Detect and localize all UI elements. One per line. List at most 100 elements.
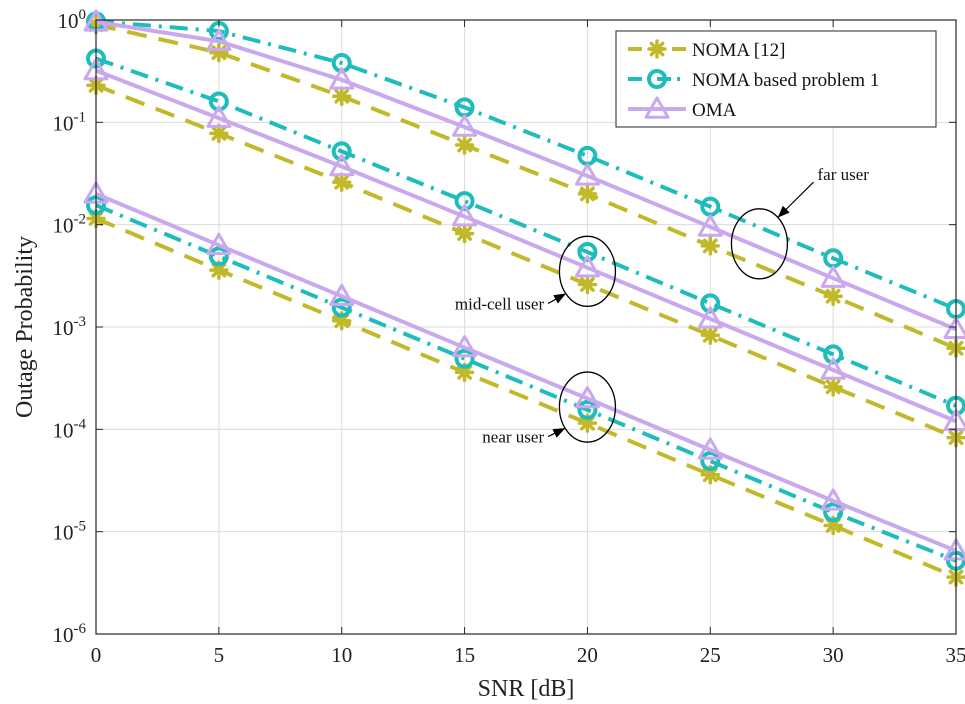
- annotation-ellipse: [558, 371, 617, 443]
- legend: NOMA [12] NOMA based problem 1 OMA: [615, 30, 937, 128]
- legend-entry-1: NOMA based problem 1: [628, 69, 879, 91]
- x-tick-label: 10: [331, 643, 352, 667]
- asterisk-marker: [331, 172, 352, 192]
- x-tick-label: 15: [454, 643, 475, 667]
- y-tick-exponent: -4: [74, 416, 87, 432]
- y-tick-exponent: -3: [74, 314, 87, 330]
- annotation-2: near user: [482, 371, 617, 447]
- circle-marker: [577, 242, 598, 263]
- series-line: [95, 22, 957, 351]
- y-tick-exponent: -2: [74, 212, 87, 228]
- y-tick-label: 100: [58, 7, 87, 33]
- triangle-marker: [329, 154, 355, 177]
- legend-label: NOMA [12]: [692, 40, 785, 61]
- circle-marker: [647, 69, 667, 89]
- series-line: [95, 203, 957, 563]
- asterisk-stroke: [702, 238, 718, 254]
- triangle-marker: [697, 306, 723, 329]
- series-far-asterisk: [86, 14, 965, 358]
- y-tick-exponent: -5: [74, 519, 87, 535]
- asterisk-stroke: [334, 313, 350, 329]
- series-group: [83, 9, 965, 587]
- annotation-arrow: [547, 293, 567, 304]
- annotation-label: mid-cell user: [455, 294, 545, 313]
- asterisk-stroke: [580, 186, 595, 202]
- asterisk-stroke: [334, 174, 350, 190]
- x-axis-label: SNR [dB]: [478, 676, 575, 702]
- asterisk-stroke: [580, 277, 595, 292]
- asterisk-stroke: [457, 226, 472, 241]
- asterisk-marker: [454, 223, 475, 244]
- y-tick-base: 10: [53, 521, 74, 545]
- triangle-marker: [452, 114, 478, 137]
- asterisk-stroke: [211, 125, 227, 141]
- asterisk-stroke: [457, 364, 472, 380]
- series-line: [95, 216, 957, 579]
- x-tick-label: 30: [823, 643, 844, 667]
- asterisk-marker: [209, 42, 229, 63]
- y-tick-label: 10-4: [53, 416, 87, 442]
- circle-marker: [577, 399, 598, 420]
- series-near-circle: [86, 195, 965, 571]
- annotation-0: far user: [730, 165, 869, 280]
- series-line: [95, 83, 957, 440]
- series-line: [95, 68, 957, 424]
- x-tick-label: 0: [91, 643, 102, 667]
- circle-marker: [331, 297, 352, 318]
- triangle-marker: [206, 105, 232, 128]
- circle-marker: [700, 293, 721, 314]
- y-tick-base: 10: [53, 316, 74, 340]
- y-tick-exponent: -6: [74, 621, 87, 637]
- y-tick-label: 10-5: [53, 519, 87, 545]
- triangle-marker: [574, 163, 600, 186]
- triangle-marker: [452, 335, 478, 358]
- y-tick-base: 10: [53, 623, 74, 647]
- asterisk-stroke: [649, 41, 665, 57]
- y-tick-label: 10-3: [53, 314, 87, 340]
- triangle-marker: [329, 67, 355, 90]
- annotation-ellipse: [730, 208, 789, 280]
- triangle-marker: [644, 96, 670, 119]
- asterisk-stroke: [211, 262, 227, 278]
- triangle-marker: [820, 265, 846, 288]
- asterisk-marker: [700, 325, 721, 346]
- y-tick-label: 10-6: [53, 621, 87, 647]
- y-tick-label: 10-1: [53, 109, 87, 135]
- asterisk-stroke: [702, 327, 718, 343]
- annotation-1: mid-cell user: [455, 235, 617, 313]
- asterisk-marker: [577, 413, 598, 433]
- asterisk-marker: [823, 377, 843, 397]
- legend-entry-2: OMA: [628, 96, 737, 121]
- triangle-marker: [206, 28, 232, 51]
- asterisk-marker: [454, 362, 475, 383]
- series-line: [95, 56, 957, 408]
- x-tick-label: 35: [946, 643, 965, 667]
- ticks-group: 0 5 10 15 20 25 30 3510010-110-210-310-410-510-…: [53, 7, 965, 667]
- circle-marker: [454, 348, 475, 369]
- annotation-arrow: [547, 428, 566, 438]
- annotation-label: near user: [482, 428, 544, 447]
- x-tick-label: 5: [214, 643, 225, 667]
- triangle-marker: [329, 283, 355, 306]
- triangle-marker: [206, 232, 232, 255]
- series-mid-circle: [86, 48, 965, 416]
- y-tick-exponent: -1: [74, 109, 87, 125]
- legend-label: NOMA based problem 1: [692, 70, 879, 91]
- asterisk-stroke: [825, 379, 841, 395]
- triangle-marker: [820, 488, 846, 511]
- triangle-marker: [574, 255, 600, 278]
- annotation-ellipse: [558, 235, 617, 307]
- asterisk-marker: [647, 39, 667, 59]
- asterisk-stroke: [825, 288, 841, 304]
- annotation-arrow: [777, 181, 814, 218]
- triangle-marker: [697, 214, 723, 237]
- legend-entry-0: NOMA [12]: [628, 39, 785, 61]
- asterisk-marker: [823, 286, 843, 306]
- y-tick-base: 10: [58, 9, 79, 33]
- asterisk-marker: [454, 135, 475, 155]
- asterisk-marker: [700, 236, 721, 256]
- x-tick-label: 20: [577, 643, 598, 667]
- y-tick-base: 10: [53, 214, 74, 238]
- circle-marker: [823, 344, 844, 365]
- triangle-marker: [697, 437, 723, 460]
